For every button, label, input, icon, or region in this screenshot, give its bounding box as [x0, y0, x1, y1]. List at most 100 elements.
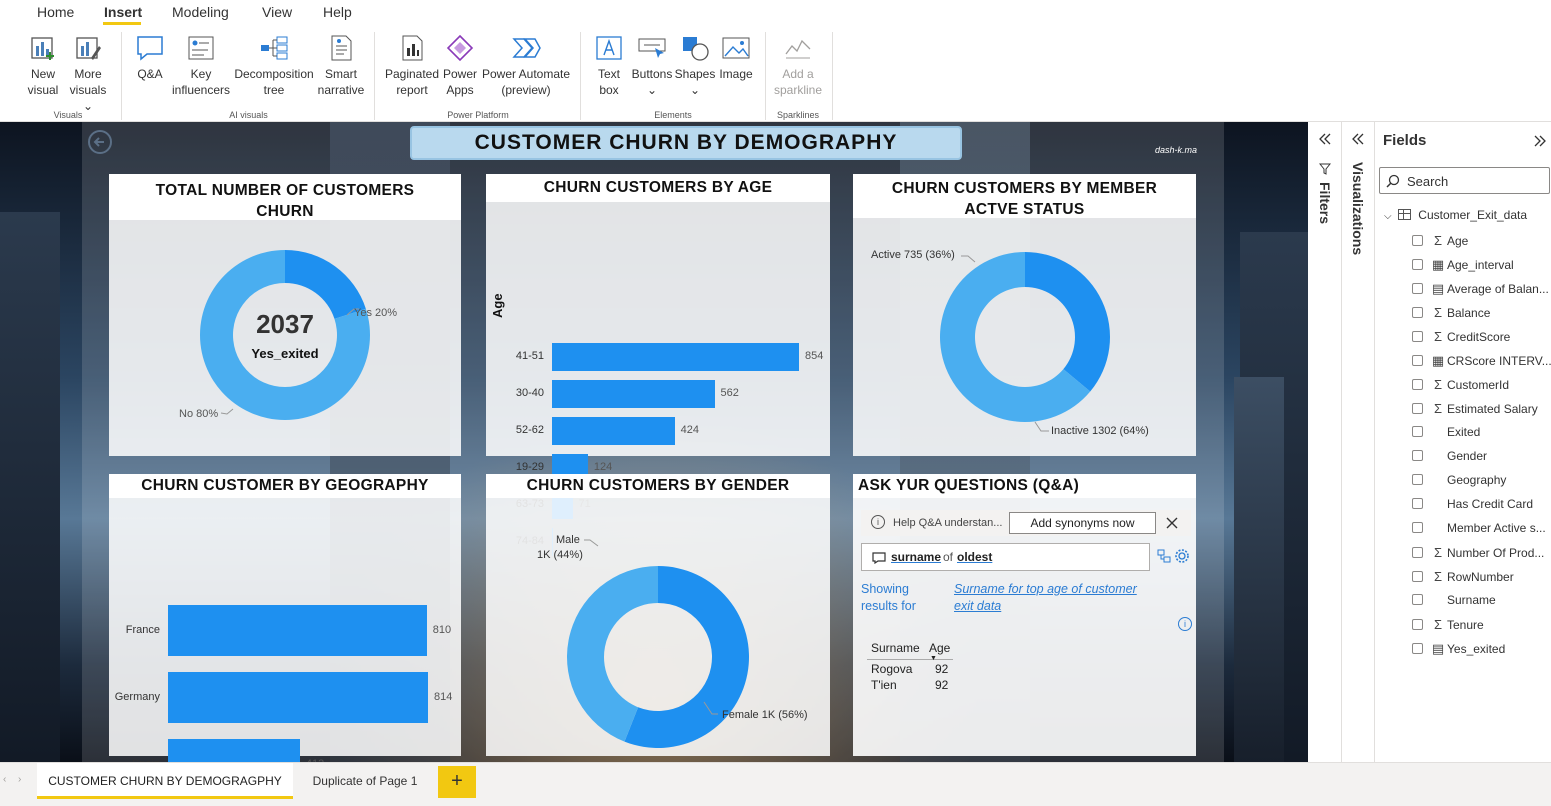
field-checkbox[interactable]: [1412, 643, 1423, 654]
field-item[interactable]: Has Credit Card: [1412, 497, 1533, 511]
power-apps-button[interactable]: Power Apps: [440, 30, 480, 98]
bar-52-62[interactable]: [552, 417, 675, 445]
add-page-button[interactable]: +: [438, 766, 476, 798]
field-checkbox[interactable]: [1412, 331, 1423, 342]
tab-insert[interactable]: Insert: [104, 4, 143, 20]
field-item[interactable]: Σ CustomerId: [1412, 377, 1509, 392]
tab-help[interactable]: Help: [323, 4, 352, 20]
qa-button[interactable]: Q&A: [131, 30, 169, 82]
field-checkbox[interactable]: [1412, 474, 1423, 485]
restated-question-link[interactable]: Surname for top age of customer exit data: [954, 581, 1137, 615]
field-checkbox[interactable]: [1412, 426, 1423, 437]
power-automate-button[interactable]: Power Automate (preview): [480, 30, 572, 98]
slice-inactive[interactable]: [940, 252, 1091, 423]
field-item[interactable]: Σ Estimated Salary: [1412, 401, 1538, 416]
decomposition-tree-button[interactable]: Decomposition tree: [232, 30, 316, 98]
tab-home[interactable]: Home: [37, 4, 75, 20]
total-churn-panel[interactable]: TOTAL NUMBER OF CUSTOMERS CHURN Yes 20% …: [109, 174, 461, 456]
churn-by-gender-panel[interactable]: CHURN CUSTOMERS BY GENDER Male 1K (44%) …: [486, 474, 830, 756]
slice-no[interactable]: [200, 250, 371, 420]
field-item[interactable]: Surname: [1412, 593, 1496, 607]
scroll-left-icon[interactable]: ‹: [3, 774, 7, 785]
buttons-button[interactable]: Buttons ⌄: [630, 30, 674, 98]
field-item[interactable]: ▦ Age_interval: [1412, 257, 1514, 273]
back-arrow-icon[interactable]: [86, 128, 114, 156]
field-item[interactable]: Σ Age: [1412, 233, 1468, 248]
text-box-button[interactable]: Text box: [590, 30, 628, 98]
field-item[interactable]: ▤ Average of Balan...: [1412, 281, 1549, 297]
field-item[interactable]: Σ RowNumber: [1412, 569, 1514, 584]
column-header-age[interactable]: Age: [929, 641, 951, 655]
tab-view[interactable]: View: [262, 4, 293, 20]
label-male: Male: [556, 534, 580, 546]
field-checkbox[interactable]: [1412, 547, 1423, 558]
new-visual-button[interactable]: New visual: [24, 30, 62, 98]
key-influencers-button[interactable]: Key influencers: [170, 30, 232, 98]
scroll-right-icon[interactable]: ›: [18, 774, 22, 785]
add-sparkline-button[interactable]: Add a sparkline: [772, 30, 824, 98]
field-checkbox[interactable]: [1412, 259, 1423, 270]
expand-right-icon[interactable]: [1533, 135, 1547, 147]
slice-active[interactable]: [1025, 252, 1110, 392]
field-item[interactable]: Σ Balance: [1412, 305, 1490, 320]
close-icon[interactable]: [1166, 517, 1178, 529]
table-node[interactable]: ⌵ Customer_Exit_data: [1384, 208, 1527, 222]
bar-41-51[interactable]: [552, 343, 799, 371]
fields-search-input[interactable]: Search: [1379, 167, 1550, 194]
field-item[interactable]: Gender: [1412, 449, 1487, 463]
smart-narrative-button[interactable]: Smart narrative: [316, 30, 366, 98]
field-checkbox[interactable]: [1412, 498, 1423, 509]
field-item[interactable]: Σ Number Of Prod...: [1412, 545, 1544, 560]
member-active-panel[interactable]: CHURN CUSTOMERS BY MEMBER ACTVE STATUS A…: [853, 174, 1196, 456]
table-cell: T'ien: [871, 678, 897, 692]
visualizations-pane-collapsed[interactable]: Visualizations: [1342, 122, 1375, 762]
field-checkbox[interactable]: [1412, 235, 1423, 246]
qa-question-input[interactable]: surname of oldest: [861, 543, 1150, 571]
field-checkbox[interactable]: [1412, 619, 1423, 630]
field-checkbox[interactable]: [1412, 379, 1423, 390]
page-tab[interactable]: Duplicate of Page 1: [312, 774, 418, 788]
field-item[interactable]: Exited: [1412, 425, 1480, 439]
churn-by-geography-panel[interactable]: CHURN CUSTOMER BY GEOGRAPHY France 810 Ger…: [109, 474, 461, 762]
bar-germany[interactable]: [168, 672, 428, 723]
more-visuals-button[interactable]: More visuals ⌄: [66, 30, 110, 114]
column-header-surname[interactable]: Surname: [871, 641, 920, 655]
field-item[interactable]: ▦ CRScore INTERV...: [1412, 353, 1551, 369]
add-synonyms-button[interactable]: Add synonyms now: [1009, 512, 1156, 534]
field-item[interactable]: Geography: [1412, 473, 1506, 487]
field-item[interactable]: ▤ Yes_exited: [1412, 641, 1505, 657]
churn-by-age-panel[interactable]: CHURN CUSTOMERS BY AGE Age 41-51 854 30-40…: [486, 174, 830, 556]
bar-spain[interactable]: [168, 739, 300, 762]
field-checkbox[interactable]: [1412, 594, 1423, 605]
question-bubble-icon: [872, 552, 886, 564]
field-checkbox[interactable]: [1412, 450, 1423, 461]
field-checkbox[interactable]: [1412, 403, 1423, 414]
bar-france[interactable]: [168, 605, 427, 656]
page-tab-active[interactable]: CUSTOMER CHURN BY DEMOGRAGPHY: [37, 763, 293, 799]
info-icon[interactable]: i: [1178, 617, 1192, 631]
field-item[interactable]: Member Active s...: [1412, 521, 1546, 535]
bar-30-40[interactable]: [552, 380, 715, 408]
slice-female[interactable]: [624, 566, 749, 748]
image-button[interactable]: Image: [716, 30, 756, 82]
slice-yes[interactable]: [285, 250, 366, 319]
field-checkbox[interactable]: [1412, 283, 1423, 294]
field-checkbox[interactable]: [1412, 355, 1423, 366]
collapse-left-icon[interactable]: [1351, 133, 1365, 145]
field-checkbox[interactable]: [1412, 522, 1423, 533]
text-box-label-2: box: [599, 83, 619, 97]
field-checkbox[interactable]: [1412, 307, 1423, 318]
power-automate-label-2: (preview): [501, 83, 551, 97]
field-item[interactable]: Σ Tenure: [1412, 617, 1484, 632]
collapse-left-icon[interactable]: [1318, 133, 1332, 145]
tab-modeling[interactable]: Modeling: [172, 4, 229, 20]
paginated-report-button[interactable]: Paginated report: [384, 30, 440, 98]
slice-male[interactable]: [567, 566, 658, 742]
field-checkbox[interactable]: [1412, 571, 1423, 582]
turn-into-visual-icon[interactable]: [1157, 549, 1171, 563]
filters-pane-collapsed[interactable]: Filters: [1308, 122, 1342, 762]
shapes-button[interactable]: Shapes ⌄: [674, 30, 716, 98]
qa-panel[interactable]: ASK YUR QUESTIONS (Q&A) i Help Q&A under…: [853, 474, 1196, 756]
settings-gear-icon[interactable]: [1175, 549, 1189, 563]
field-item[interactable]: Σ CreditScore: [1412, 329, 1510, 344]
